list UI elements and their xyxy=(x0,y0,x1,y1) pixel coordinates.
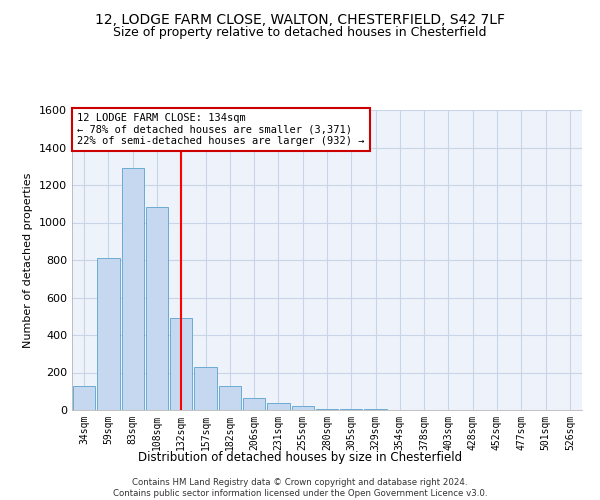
Text: Contains HM Land Registry data © Crown copyright and database right 2024.
Contai: Contains HM Land Registry data © Crown c… xyxy=(113,478,487,498)
Text: Size of property relative to detached houses in Chesterfield: Size of property relative to detached ho… xyxy=(113,26,487,39)
Bar xyxy=(218,386,241,410)
Text: 12 LODGE FARM CLOSE: 134sqm
← 78% of detached houses are smaller (3,371)
22% of : 12 LODGE FARM CLOSE: 134sqm ← 78% of det… xyxy=(77,113,365,146)
Bar xyxy=(194,367,217,410)
Bar xyxy=(170,318,193,410)
Bar xyxy=(122,168,144,410)
Text: 12, LODGE FARM CLOSE, WALTON, CHESTERFIELD, S42 7LF: 12, LODGE FARM CLOSE, WALTON, CHESTERFIE… xyxy=(95,12,505,26)
Bar xyxy=(243,398,265,410)
Y-axis label: Number of detached properties: Number of detached properties xyxy=(23,172,34,348)
Bar xyxy=(340,409,362,410)
Text: Distribution of detached houses by size in Chesterfield: Distribution of detached houses by size … xyxy=(138,451,462,464)
Bar xyxy=(316,408,338,410)
Bar xyxy=(267,404,290,410)
Bar xyxy=(146,206,168,410)
Bar xyxy=(73,386,95,410)
Bar xyxy=(292,406,314,410)
Bar xyxy=(97,258,119,410)
